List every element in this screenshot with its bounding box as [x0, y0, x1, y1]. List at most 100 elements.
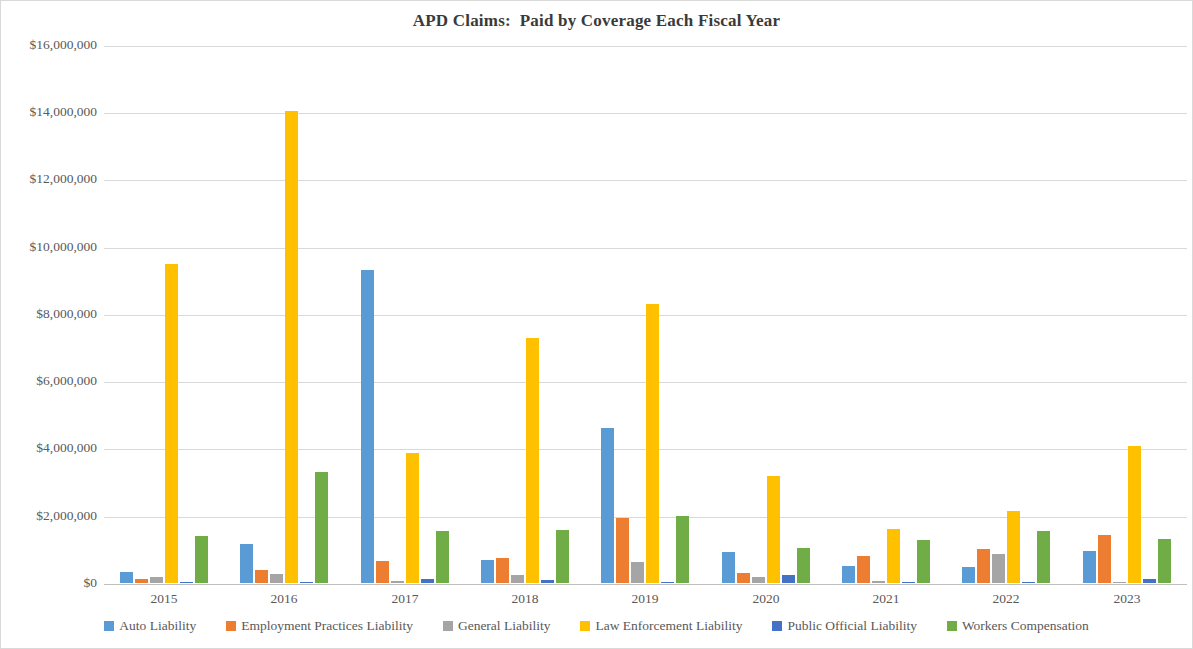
y-tick-label: $14,000,000: [5, 104, 97, 120]
bar-group-2021: [826, 46, 946, 583]
bar: [767, 476, 780, 583]
bar-group-2017: [345, 46, 465, 583]
bar: [661, 582, 674, 583]
legend: Auto Liability Employment Practices Liabi…: [1, 618, 1192, 634]
bar: [361, 270, 374, 583]
bar-group-2022: [946, 46, 1066, 583]
bar: [511, 575, 524, 583]
bar: [977, 549, 990, 583]
bar: [391, 581, 404, 583]
y-tick-label: $8,000,000: [5, 306, 97, 322]
x-axis-line: [104, 584, 1187, 585]
x-tick-label: 2019: [585, 591, 705, 607]
bar: [752, 577, 765, 583]
legend-item: Workers Compensation: [947, 618, 1089, 634]
chart-title: APD Claims: Paid by Coverage Each Fiscal…: [1, 11, 1192, 31]
y-tick-label: $4,000,000: [5, 440, 97, 456]
bar: [1037, 531, 1050, 583]
legend-swatch-icon: [104, 621, 114, 631]
legend-swatch-icon: [226, 621, 236, 631]
bar: [481, 560, 494, 583]
legend-label: Auto Liability: [119, 618, 196, 634]
x-tick-label: 2021: [826, 591, 946, 607]
bar-group-2016: [224, 46, 344, 583]
bar-group-2015: [104, 46, 224, 583]
legend-label: Law Enforcement Liability: [595, 618, 742, 634]
bar: [722, 552, 735, 583]
y-tick-label: $6,000,000: [5, 373, 97, 389]
bar: [992, 554, 1005, 583]
bar: [496, 558, 509, 583]
bar: [526, 338, 539, 583]
bar: [300, 582, 313, 583]
bar: [1113, 582, 1126, 583]
bar-group-2023: [1067, 46, 1187, 583]
bar: [872, 581, 885, 583]
legend-item: General Liability: [443, 618, 551, 634]
bar-group-2020: [706, 46, 826, 583]
bar: [270, 574, 283, 583]
bar: [917, 540, 930, 583]
bar: [631, 562, 644, 583]
bar: [406, 453, 419, 583]
bar: [376, 561, 389, 583]
bar: [646, 304, 659, 583]
legend-item: Public Official Liability: [772, 618, 916, 634]
legend-swatch-icon: [443, 621, 453, 631]
bar: [1083, 551, 1096, 583]
y-tick-label: $0: [5, 575, 97, 591]
bar: [556, 530, 569, 583]
bar: [857, 556, 870, 583]
legend-label: Public Official Liability: [787, 618, 916, 634]
x-tick-label: 2016: [224, 591, 344, 607]
bar: [1158, 539, 1171, 583]
bar: [1022, 582, 1035, 583]
bar: [902, 582, 915, 583]
bar-group-2018: [465, 46, 585, 583]
bar: [782, 575, 795, 583]
legend-swatch-icon: [947, 621, 957, 631]
bar: [737, 573, 750, 583]
bar: [150, 577, 163, 583]
bar: [601, 428, 614, 583]
bar: [255, 570, 268, 583]
legend-label: General Liability: [458, 618, 551, 634]
legend-label: Workers Compensation: [962, 618, 1089, 634]
x-tick-label: 2020: [706, 591, 826, 607]
bar: [676, 516, 689, 583]
x-tick-label: 2017: [345, 591, 465, 607]
bar: [1007, 511, 1020, 583]
y-tick-label: $2,000,000: [5, 508, 97, 524]
bar: [962, 567, 975, 583]
legend-swatch-icon: [772, 621, 782, 631]
bar: [421, 579, 434, 583]
bar: [842, 566, 855, 583]
x-tick-label: 2023: [1067, 591, 1187, 607]
bar: [285, 111, 298, 583]
bar: [120, 572, 133, 583]
bar-group-2019: [585, 46, 705, 583]
bar: [887, 529, 900, 583]
bar: [616, 518, 629, 583]
bar: [541, 580, 554, 583]
y-tick-label: $16,000,000: [5, 37, 97, 53]
bar: [180, 582, 193, 583]
x-tick-label: 2015: [104, 591, 224, 607]
x-tick-label: 2018: [465, 591, 585, 607]
legend-item: Auto Liability: [104, 618, 196, 634]
bar: [1143, 579, 1156, 583]
bar: [315, 472, 328, 583]
bar: [797, 548, 810, 583]
y-tick-label: $12,000,000: [5, 171, 97, 187]
bar: [165, 264, 178, 583]
legend-item: Employment Practices Liability: [226, 618, 413, 634]
bar: [240, 544, 253, 583]
bar: [436, 531, 449, 583]
plot-area: [104, 46, 1187, 584]
legend-item: Law Enforcement Liability: [580, 618, 742, 634]
bar: [135, 579, 148, 583]
legend-swatch-icon: [580, 621, 590, 631]
y-tick-label: $10,000,000: [5, 239, 97, 255]
bar: [195, 536, 208, 583]
bar: [1128, 446, 1141, 583]
